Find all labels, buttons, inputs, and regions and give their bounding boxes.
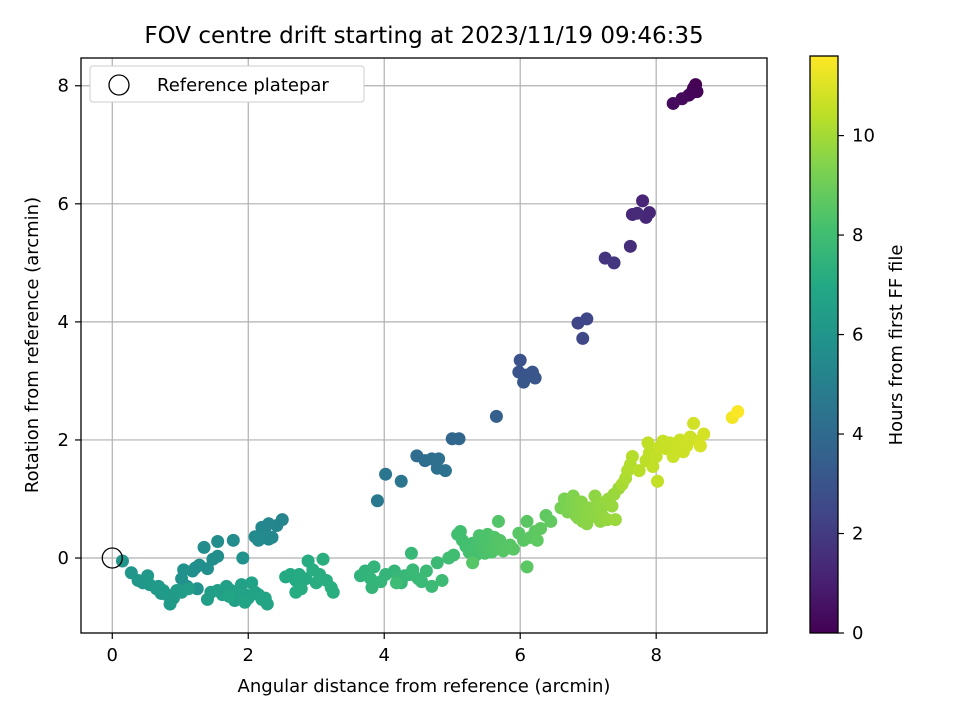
x-tick-label: 6 xyxy=(514,645,525,666)
data-point xyxy=(430,556,444,570)
legend-marker xyxy=(108,74,130,96)
data-point xyxy=(517,375,531,389)
y-tick-label: 6 xyxy=(58,194,69,215)
data-point xyxy=(489,409,503,423)
data-point xyxy=(226,533,240,547)
legend-label: Reference platepar xyxy=(157,75,329,96)
data-point xyxy=(394,474,408,488)
plot-frame xyxy=(80,57,768,634)
data-point xyxy=(389,576,403,590)
data-point xyxy=(379,467,393,481)
y-tick-label: 2 xyxy=(58,430,69,451)
x-tick-label: 2 xyxy=(243,645,254,666)
colorbar-gradient xyxy=(810,56,838,633)
x-tick-label: 4 xyxy=(379,645,390,666)
data-point xyxy=(608,513,622,527)
data-point xyxy=(534,522,548,536)
data-point xyxy=(445,432,459,446)
data-point xyxy=(211,534,225,548)
data-points xyxy=(101,78,745,611)
data-point xyxy=(435,573,449,587)
data-point xyxy=(636,194,650,208)
data-point xyxy=(419,564,433,578)
data-point xyxy=(200,592,214,606)
data-point xyxy=(530,533,544,547)
legend: Reference platepar xyxy=(89,65,365,103)
data-point xyxy=(438,464,452,478)
data-point xyxy=(466,556,480,570)
data-point xyxy=(248,530,262,544)
y-axis-label: Rotation from reference (arcmin) xyxy=(22,197,43,493)
colorbar-ticks: 0 2 4 6 8 10 xyxy=(838,126,875,644)
data-point xyxy=(181,582,195,596)
data-point xyxy=(236,551,250,565)
data-point xyxy=(309,576,323,590)
data-point xyxy=(693,439,707,453)
chart-title: FOV centre drift starting at 2023/11/19 … xyxy=(144,23,703,49)
data-point xyxy=(651,474,665,488)
data-point xyxy=(666,96,680,110)
data-point xyxy=(415,575,429,589)
data-point xyxy=(687,416,701,430)
data-point xyxy=(528,371,542,385)
grid-lines xyxy=(81,58,767,633)
x-tick-label: 0 xyxy=(107,645,118,666)
data-point xyxy=(222,589,236,603)
x-axis-label: Angular distance from reference (arcmin) xyxy=(238,676,611,697)
data-point xyxy=(580,312,594,326)
data-point xyxy=(513,353,527,367)
data-point xyxy=(326,585,340,599)
data-point xyxy=(646,460,660,474)
colorbar-tick-label: 8 xyxy=(852,225,863,246)
colorbar-tick-label: 10 xyxy=(852,126,875,147)
data-point xyxy=(731,405,745,419)
legend-box xyxy=(89,65,365,103)
data-point xyxy=(294,582,308,596)
y-tick-label: 4 xyxy=(58,312,69,333)
data-point xyxy=(632,464,646,478)
data-point xyxy=(238,595,252,609)
reference-platepar-marker xyxy=(101,547,123,569)
data-point xyxy=(520,514,534,528)
data-point xyxy=(506,542,520,556)
data-point xyxy=(367,560,381,574)
data-point xyxy=(623,239,637,253)
data-point xyxy=(370,494,384,508)
data-point xyxy=(607,256,621,270)
colorbar-tick-label: 0 xyxy=(852,623,863,644)
data-point xyxy=(197,540,211,554)
data-point xyxy=(425,579,439,593)
data-point xyxy=(299,572,313,586)
y-tick-label: 8 xyxy=(58,76,69,97)
data-point xyxy=(641,436,655,450)
colorbar: 0 2 4 6 8 10 Hours from first FF file xyxy=(809,55,907,644)
data-point xyxy=(576,331,590,345)
x-tick-label: 8 xyxy=(650,645,661,666)
data-point xyxy=(404,546,418,560)
colorbar-tick-label: 4 xyxy=(852,424,863,445)
colorbar-tick-label: 6 xyxy=(852,325,863,346)
data-point xyxy=(447,548,461,562)
x-axis-ticks: 0 2 4 6 8 xyxy=(107,633,662,666)
colorbar-frame xyxy=(809,55,839,634)
data-point xyxy=(493,533,507,547)
y-tick-label: 0 xyxy=(58,548,69,569)
data-point xyxy=(316,552,330,566)
data-point xyxy=(491,514,505,528)
data-point xyxy=(544,514,558,528)
data-point xyxy=(605,499,619,513)
data-point xyxy=(625,449,639,463)
colorbar-tick-label: 2 xyxy=(852,524,863,545)
data-point xyxy=(206,552,220,566)
data-point xyxy=(260,597,274,611)
colorbar-label: Hours from first FF file xyxy=(886,245,907,446)
data-point xyxy=(234,578,248,592)
data-point xyxy=(630,206,644,220)
data-point xyxy=(697,427,711,441)
y-axis-ticks: 0 2 4 6 8 xyxy=(58,76,81,569)
data-point xyxy=(520,560,534,574)
